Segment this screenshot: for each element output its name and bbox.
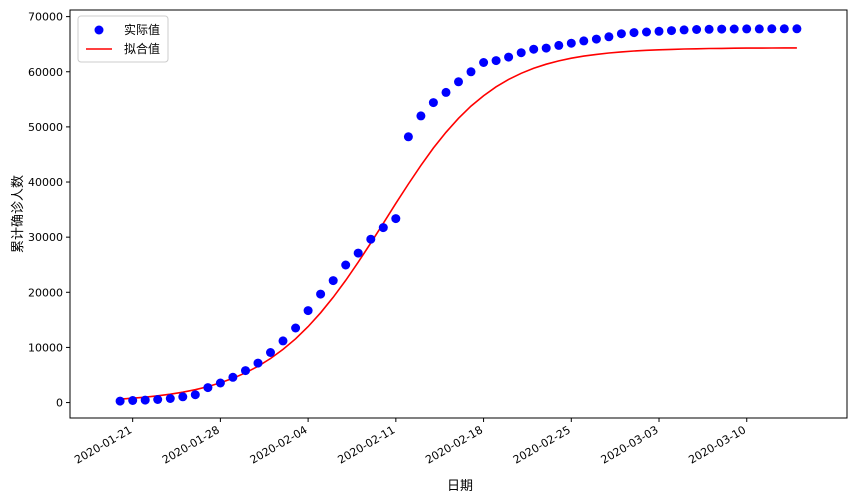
- legend-label-fit: 拟合值: [124, 41, 160, 56]
- data-point: [416, 111, 426, 121]
- data-point: [667, 26, 676, 36]
- data-point: [754, 24, 764, 34]
- data-point: [717, 24, 727, 34]
- data-point: [178, 392, 188, 402]
- y-tick-label: 70000: [28, 11, 63, 24]
- legend-marker-actual: [94, 25, 104, 35]
- data-point: [328, 276, 338, 286]
- data-point: [642, 27, 651, 37]
- data-point: [704, 24, 714, 34]
- x-tick-label: 2020-02-18: [423, 423, 485, 466]
- x-tick-label: 2020-02-11: [335, 423, 397, 466]
- data-point: [466, 67, 476, 77]
- data-point: [203, 383, 213, 393]
- x-axis-ticks: 2020-01-21 2020-01-28 2020-02-04 2020-02-11…: [72, 418, 748, 467]
- data-point: [165, 394, 175, 403]
- data-point: [579, 36, 589, 46]
- x-axis-label: 日期: [447, 479, 473, 494]
- data-point: [278, 336, 288, 346]
- data-point: [692, 25, 702, 34]
- data-point: [541, 43, 551, 53]
- data-point: [391, 214, 401, 224]
- scatter-points: [115, 24, 802, 406]
- y-tick-label: 0: [56, 397, 63, 410]
- data-point: [504, 52, 514, 62]
- data-point: [190, 390, 200, 400]
- data-point: [366, 234, 376, 244]
- data-point: [479, 58, 489, 67]
- x-tick-label: 2020-01-21: [72, 423, 134, 466]
- data-point: [228, 372, 238, 382]
- x-tick-label: 2020-01-28: [160, 423, 222, 466]
- data-point: [316, 289, 326, 299]
- data-point: [554, 40, 564, 50]
- data-point: [140, 395, 150, 405]
- y-tick-label: 60000: [28, 66, 63, 79]
- y-tick-label: 40000: [28, 176, 63, 189]
- legend: 实际值 拟合值: [77, 15, 169, 63]
- y-tick-label: 30000: [28, 231, 63, 244]
- data-point: [353, 248, 363, 258]
- data-point: [115, 396, 125, 406]
- data-point: [616, 29, 626, 39]
- plot-frame: [69, 9, 848, 419]
- data-point: [779, 24, 789, 34]
- data-point: [303, 306, 313, 316]
- data-point: [403, 132, 413, 142]
- data-point: [529, 44, 539, 54]
- data-point: [266, 348, 275, 357]
- legend-label-actual: 实际值: [124, 22, 160, 37]
- data-point: [441, 87, 451, 97]
- data-point: [604, 32, 614, 42]
- y-tick-label: 20000: [28, 286, 63, 299]
- data-point: [128, 396, 138, 405]
- data-point: [241, 366, 250, 376]
- y-axis-label: 累计确诊人数: [11, 175, 26, 253]
- data-point: [516, 48, 526, 58]
- data-point: [428, 98, 438, 108]
- data-point: [378, 223, 388, 233]
- data-point: [792, 24, 802, 34]
- y-axis-ticks: 0 10000 20000 30000 40000 50000 60000 70000: [28, 11, 70, 410]
- data-point: [654, 26, 664, 36]
- data-point: [491, 56, 501, 66]
- x-tick-label: 2020-03-10: [686, 423, 748, 466]
- data-point: [679, 25, 689, 35]
- y-tick-label: 50000: [28, 121, 63, 134]
- plot-area: [70, 10, 847, 418]
- x-tick-label: 2020-03-03: [599, 423, 661, 466]
- data-point: [566, 38, 576, 48]
- data-point: [291, 323, 301, 333]
- data-point: [742, 24, 752, 34]
- data-point: [767, 24, 777, 34]
- data-point: [454, 77, 463, 87]
- x-tick-label: 2020-02-25: [511, 423, 573, 466]
- y-tick-label: 10000: [28, 341, 63, 354]
- data-point: [591, 34, 601, 44]
- data-point: [215, 378, 225, 388]
- data-point: [253, 358, 263, 368]
- data-point: [729, 24, 739, 34]
- x-tick-label: 2020-02-04: [248, 423, 310, 466]
- data-point: [153, 395, 163, 404]
- data-point: [629, 28, 639, 38]
- data-point: [341, 260, 351, 270]
